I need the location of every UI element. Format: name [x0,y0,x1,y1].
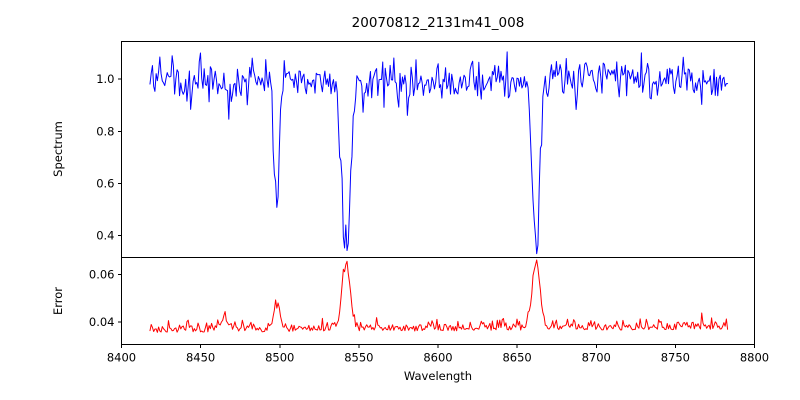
tick-label: 8550 [344,351,373,365]
x-axis-label: Wavelength [404,369,472,383]
tick-label: 8450 [186,351,215,365]
spectrum-data-line [149,51,729,255]
tick-label: 8750 [661,351,690,365]
spectrum-y-ticks [118,78,122,236]
tick-label: 8700 [582,351,611,365]
tick-label: 8800 [740,351,769,365]
error-data-line [149,259,729,333]
tick-label: 8400 [107,351,136,365]
tick-label: 0.6 [96,176,114,190]
spectrum-y-axis-label: Spectrum [51,121,65,177]
tick-label: 8500 [265,351,294,365]
tick-label: 8600 [423,351,452,365]
tick-label: 0.04 [89,315,115,329]
error-y-ticklabels: 0.04 0.06 [89,268,115,329]
error-y-axis-label: Error [51,287,65,315]
spectrum-y-ticklabels: 0.4 0.6 0.8 1.0 [96,72,114,242]
tick-label: 8650 [502,351,531,365]
tick-label: 0.4 [96,228,114,242]
x-axis-ticks [121,344,755,348]
error-y-ticks [118,274,122,323]
tick-label: 0.8 [96,124,114,138]
x-axis-ticklabels: 8400 8450 8500 8550 8600 8650 8700 8750 8800 [107,351,769,365]
tick-label: 1.0 [96,72,114,86]
figure-title: 20070812_2131m41_008 [352,15,525,31]
tick-label: 0.06 [89,268,115,282]
error-panel: 0.040.06 Error 8400 8450 8500 8550 8600 8650 8… [51,257,769,383]
